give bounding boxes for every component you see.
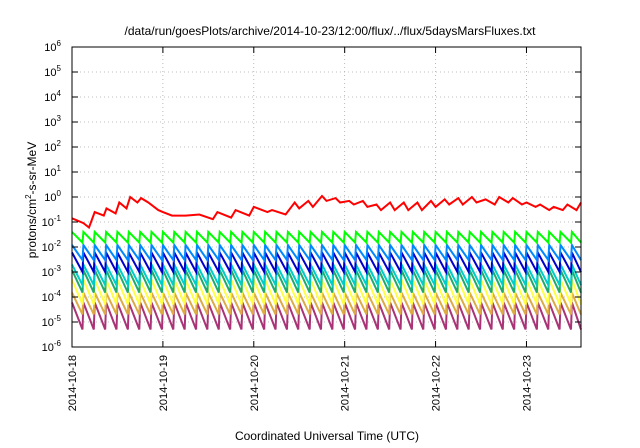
y-tick-label: 104 [44, 89, 61, 104]
y-axis-title-exponent: 2 [24, 194, 33, 199]
y-tick-label: 10-3 [42, 264, 62, 279]
x-tick-label: 2014-10-22 [431, 355, 443, 411]
x-tick-label: 2014-10-18 [67, 355, 79, 411]
series-line [71, 292, 582, 315]
y-tick-label: 102 [44, 139, 61, 154]
x-tick-label: 2014-10-21 [340, 355, 352, 411]
series-line [71, 279, 582, 305]
series-line [71, 260, 582, 289]
x-axis-title: Coordinated Universal Time (UTC) [235, 429, 419, 443]
x-axis-ticks: 2014-10-18 2014-10-19 2014-10-20 2014-10-21… [67, 47, 533, 411]
series-line [71, 269, 582, 294]
y-tick-label: 106 [44, 39, 61, 54]
y-tick-label: 105 [44, 64, 61, 79]
x-tick-label: 2014-10-20 [249, 355, 261, 411]
series-line [71, 248, 582, 276]
chart-title: /data/run/goesPlots/archive/2014-10-23/1… [125, 24, 537, 38]
series-line [71, 194, 582, 230]
y-axis-title-prefix: protons/cm [25, 199, 39, 258]
y-tick-label: 103 [44, 114, 61, 129]
series-line [71, 229, 582, 245]
y-axis-title-suffix: -s-sr-MeV [25, 142, 39, 195]
y-axis-title: protons/cm2-s-sr-MeV [24, 142, 39, 258]
y-tick-label: 10-6 [42, 339, 62, 354]
x-tick-label: 2014-10-23 [521, 355, 533, 411]
x-tick-label: 2014-10-19 [158, 355, 170, 411]
y-tick-label: 101 [44, 164, 61, 179]
y-tick-label: 10-5 [42, 314, 62, 329]
series-line [71, 241, 582, 264]
y-tick-label: 10-4 [42, 289, 62, 304]
series-line [71, 302, 582, 330]
y-tick-label: 10-2 [42, 239, 62, 254]
series-group [71, 194, 582, 330]
y-tick-label: 100 [44, 189, 61, 204]
y-axis-ticks: 10-6 10-5 10-4 10-3 10-2 10-1 100 101 102 103 104 1… [42, 39, 581, 354]
grid [72, 47, 581, 347]
y-tick-label: 10-1 [42, 214, 62, 229]
